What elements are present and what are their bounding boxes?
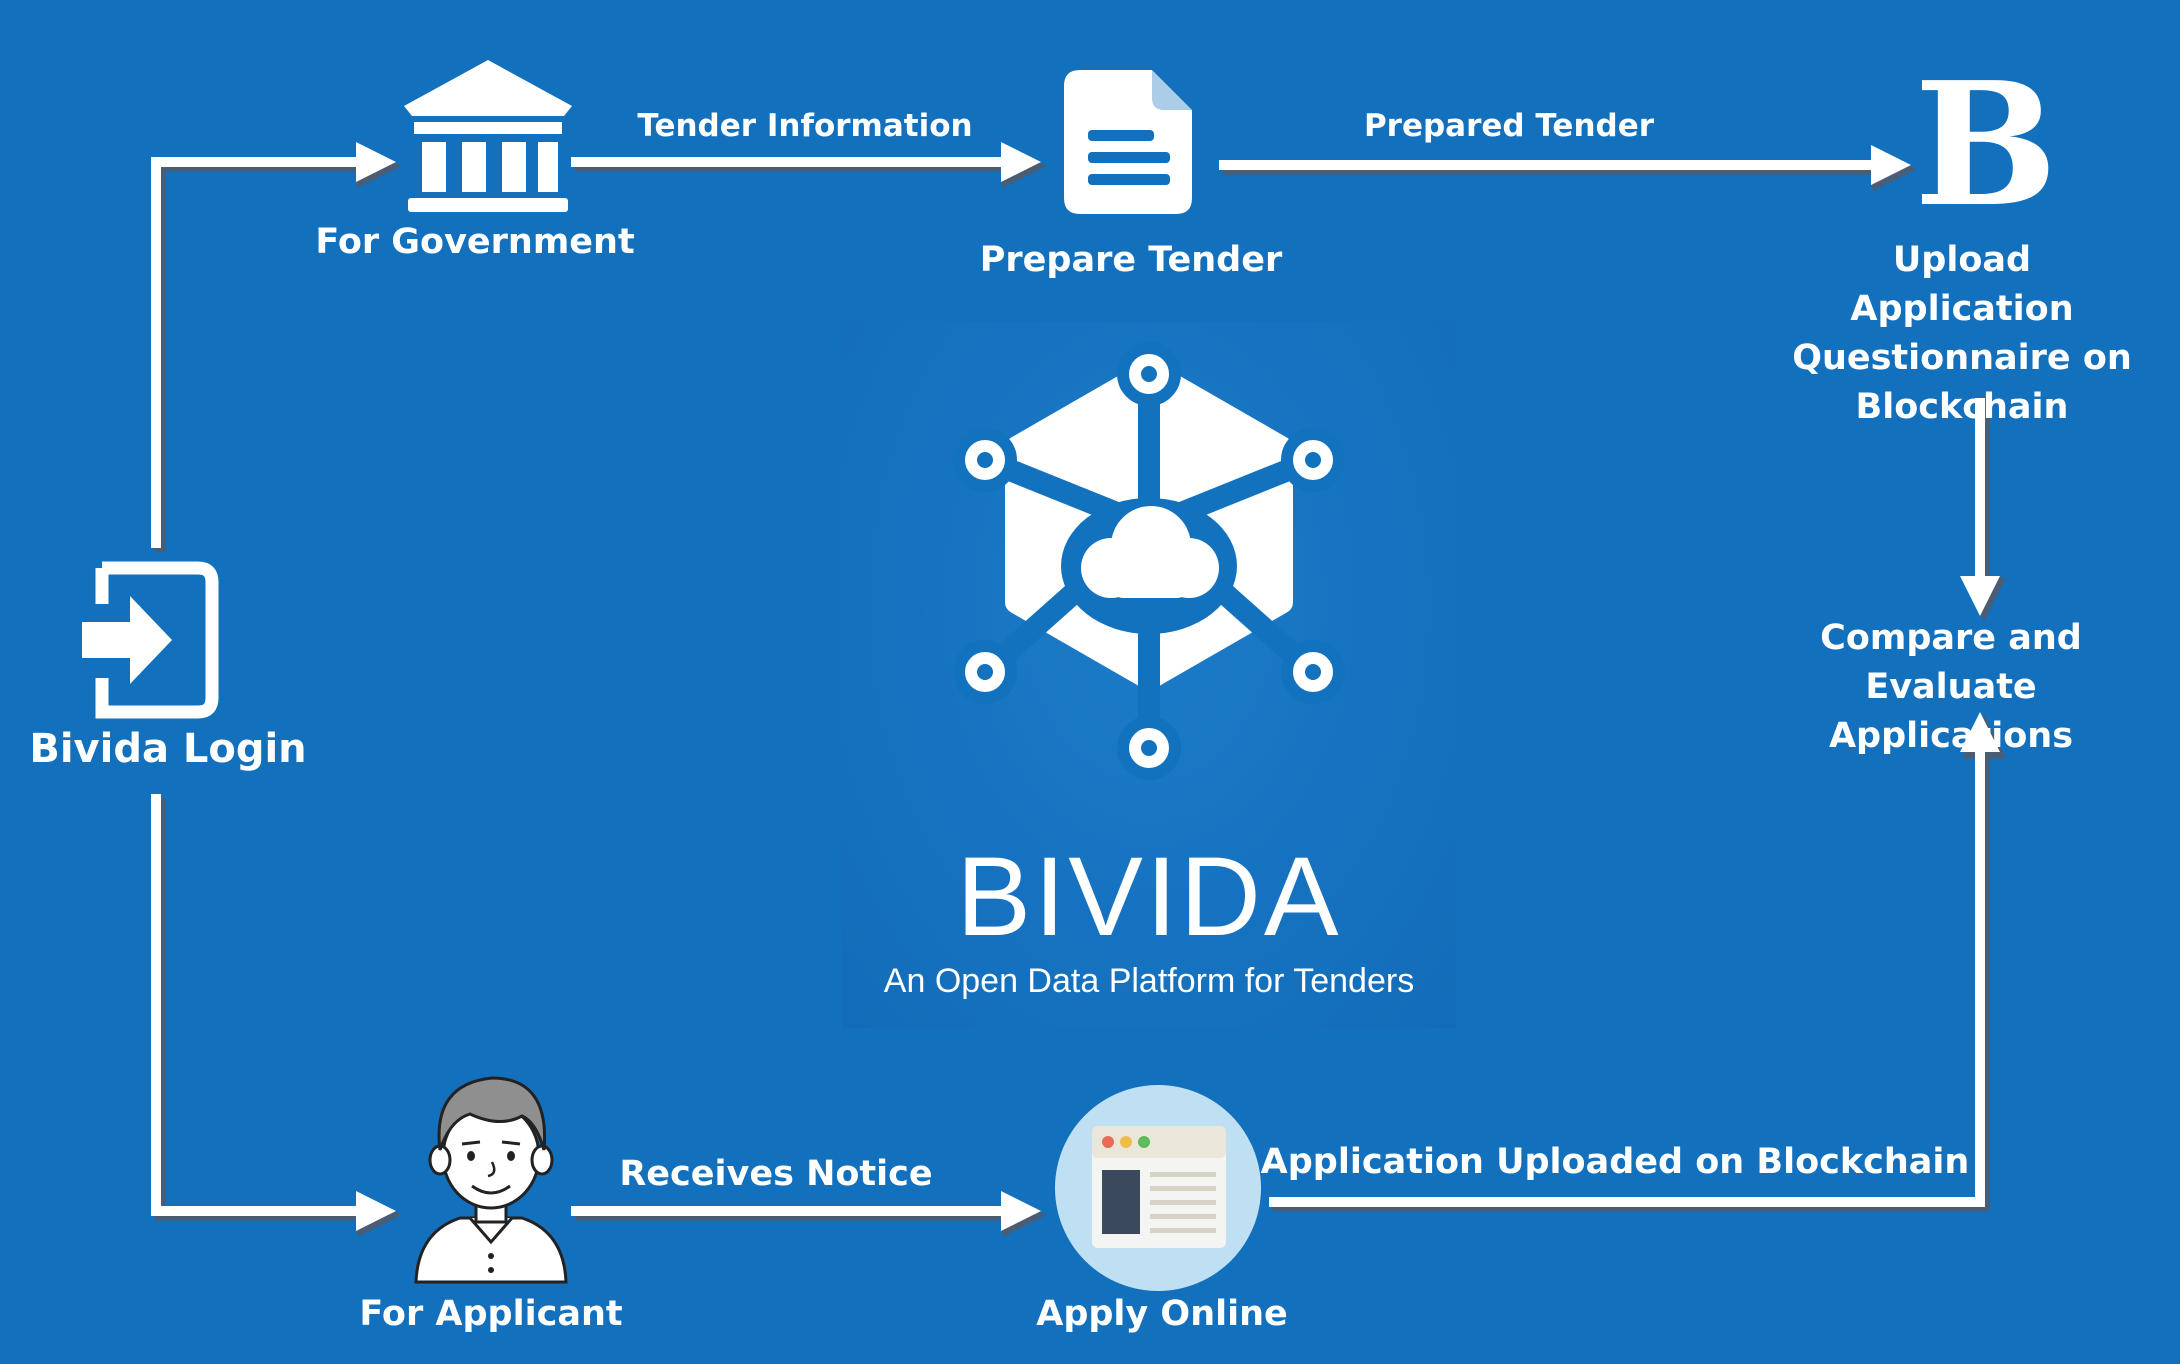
document-icon	[1064, 70, 1192, 214]
edge-login-applicant-shadow	[154, 798, 402, 1237]
edge-label-tender-information: Tender Information	[637, 108, 973, 144]
node-compare-evaluate: Compare and Evaluate Applications	[1820, 618, 2082, 756]
node-apply-online: Apply Online	[1036, 1294, 1288, 1334]
bivida-logo-panel: BIVIDA An Open Data Platform for Tenders	[842, 322, 1456, 1028]
brand-tagline: An Open Data Platform for Tenders	[883, 962, 1415, 1000]
edge-label-receives-notice: Receives Notice	[619, 1154, 933, 1194]
edge-login-applicant	[151, 794, 397, 1231]
connector-lines-main	[151, 142, 2000, 1231]
blockchain-b-icon: B	[1914, 45, 2058, 245]
node-prepare-tender: Prepare Tender	[979, 240, 1283, 280]
edge-apply-compare	[1269, 711, 2000, 1207]
node-for-applicant: For Applicant	[359, 1294, 623, 1334]
node-upload-questionnaire: Upload Application Questionnaire on Bloc…	[1792, 240, 2132, 427]
node-bivida-login: Bivida Login	[29, 726, 307, 772]
edge-login-government	[151, 142, 397, 548]
person-avatar-icon	[414, 1076, 568, 1284]
brand-title: BIVIDA	[956, 834, 1342, 959]
edge-label-prepared-tender: Prepared Tender	[1363, 108, 1655, 144]
bivida-network-logo-icon	[953, 342, 1345, 780]
edge-label-application-uploaded: Application Uploaded on Blockchain	[1260, 1142, 1970, 1182]
node-for-government: For Government	[315, 222, 635, 262]
login-icon	[82, 561, 219, 719]
browser-window-icon	[1055, 1085, 1261, 1291]
government-building-icon	[404, 60, 572, 212]
